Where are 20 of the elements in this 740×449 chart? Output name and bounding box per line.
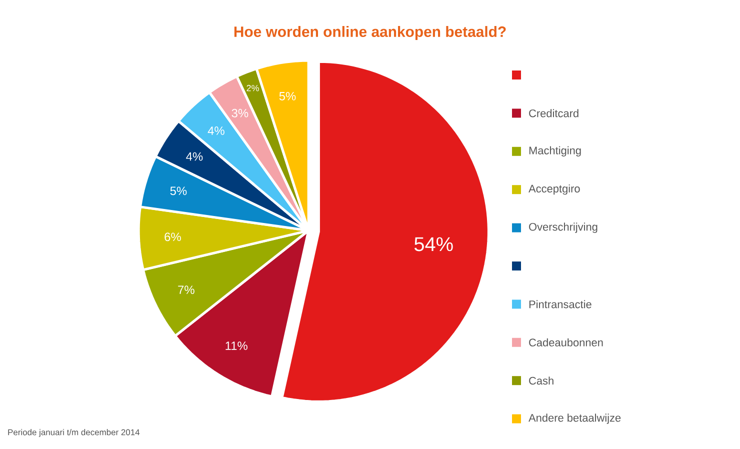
legend-label: Machtiging [529,146,581,156]
legend-label: Overschrijving [529,222,598,233]
legend-label: Pintransactie [529,300,592,308]
data-label: 3% [232,108,248,118]
legend-label: Cash [529,376,554,385]
legend-label: Creditcard [529,109,578,118]
chart-title: Hoe worden online aankopen betaald? [234,26,506,40]
data-label: 6% [164,232,181,242]
legend-label: Acceptgiro [528,184,580,195]
data-label: 4% [208,126,224,135]
legend-label: Cadeaubonnen [529,338,603,346]
data-label: 7% [178,286,194,294]
text: Periode januari t/m december 2014 [8,429,140,437]
legend-label: Andere betaalwijze [528,414,621,424]
data-label: 4% [186,152,203,161]
data-label: 5% [279,92,296,100]
data-label: 5% [170,186,187,196]
data-label: 54% [414,237,453,252]
data-label: 2% [246,84,259,92]
data-label: 11% [226,342,248,350]
